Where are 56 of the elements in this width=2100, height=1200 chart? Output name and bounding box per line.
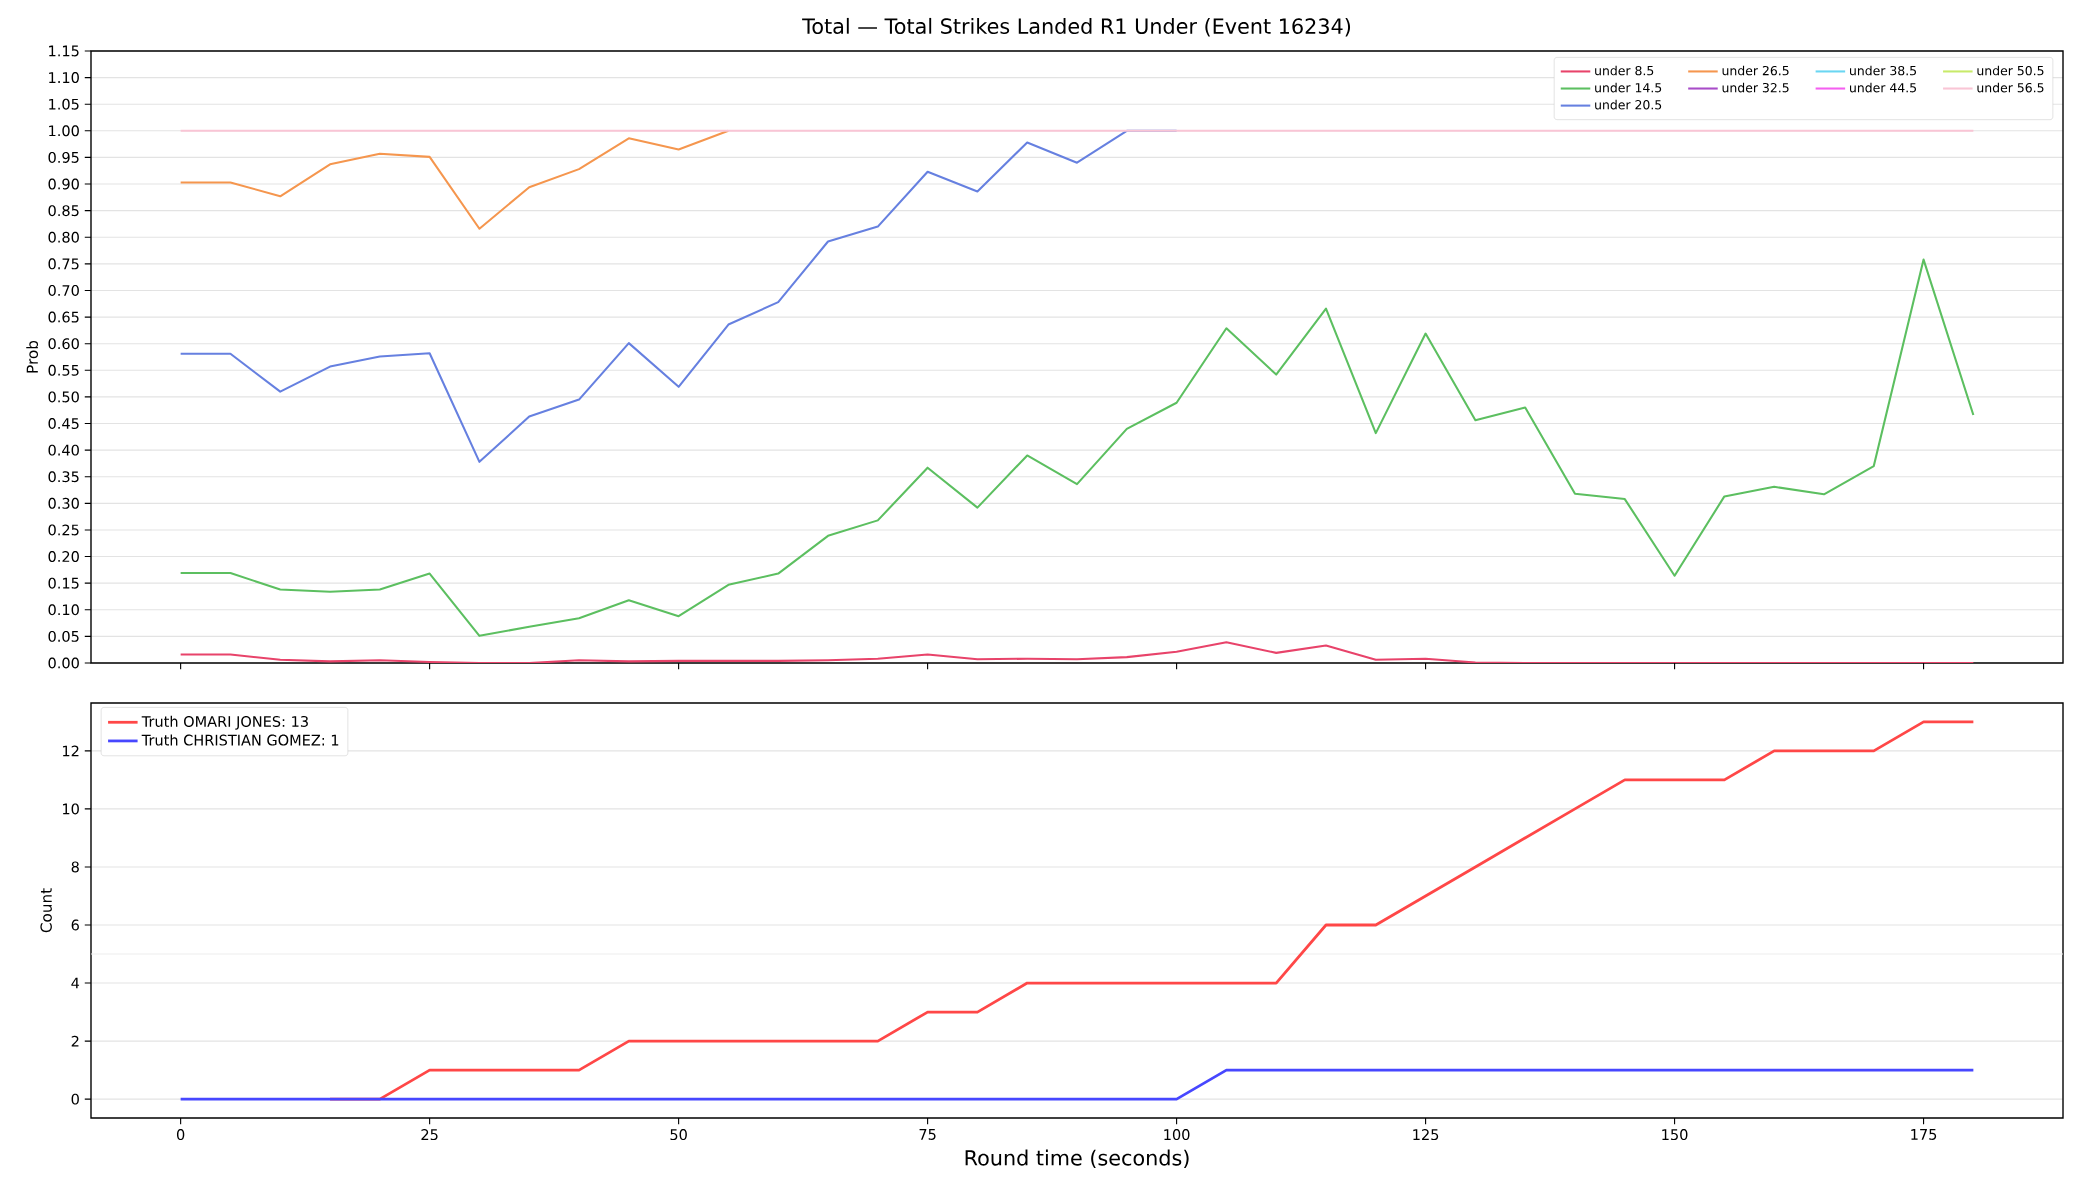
- x-tick-label: 75: [919, 1129, 936, 1140]
- y-tick-label: 10: [62, 803, 79, 815]
- y-tick-label: 12: [62, 745, 79, 757]
- y-tick-label: 0.50: [48, 391, 79, 403]
- y-tick-label: 0.35: [48, 471, 79, 483]
- y-axis-title: Count: [40, 888, 52, 933]
- y-tick-label: 0.60: [48, 338, 79, 350]
- legend-label: under 44.5: [1850, 82, 1917, 93]
- y-tick-label: 0.55: [48, 364, 79, 376]
- y-tick-label: 0.20: [48, 551, 79, 563]
- y-tick-label: 0.80: [48, 231, 79, 243]
- y-tick-label: 0.10: [48, 604, 79, 616]
- y-tick-label: 4: [71, 977, 80, 989]
- legend-label: under 38.5: [1850, 65, 1917, 76]
- y-axis-title: Prob: [26, 340, 39, 373]
- x-tick-label: 0: [176, 1129, 185, 1141]
- y-tick-label: 2: [71, 1035, 79, 1047]
- y-tick-label: 1.05: [49, 98, 79, 110]
- y-tick-label: 0.25: [48, 524, 79, 536]
- y-tick-label: 0.75: [48, 258, 79, 270]
- y-tick-label: 1.00: [49, 125, 79, 137]
- y-tick-label: 0.95: [48, 151, 79, 163]
- x-tick-label: 50: [670, 1129, 687, 1141]
- y-tick-label: 8: [71, 861, 79, 873]
- legend-label: under 26.5: [1722, 65, 1789, 76]
- y-tick-label: 0.05: [48, 630, 79, 642]
- legend-label: Truth OMARI JONES: 13: [141, 715, 308, 730]
- x-tick-label: 150: [1662, 1129, 1688, 1141]
- y-tick-label: 1.15: [49, 45, 79, 57]
- legend-label: under 8.5: [1595, 65, 1654, 76]
- y-tick-label: 0.90: [48, 178, 79, 190]
- x-tick-label: 100: [1164, 1129, 1190, 1141]
- legend-label: Truth CHRISTIAN GOMEZ: 1: [141, 734, 339, 746]
- y-tick-label: 1.10: [49, 72, 79, 84]
- x-tick-label: 175: [1911, 1129, 1937, 1140]
- y-tick-label: 0.15: [48, 577, 79, 589]
- legend-label: under 50.5: [1977, 65, 2044, 76]
- x-tick-label: 25: [421, 1129, 438, 1141]
- x-tick-label: 125: [1413, 1129, 1439, 1141]
- legend-label: under 56.5: [1977, 82, 2044, 93]
- legend-label: under 20.5: [1595, 99, 1662, 110]
- line-series: [179, 129, 730, 230]
- y-tick-label: 0.85: [48, 205, 79, 217]
- line-series: [179, 258, 1975, 637]
- y-tick-label: 0.70: [48, 284, 79, 296]
- y-tick-label: 0: [71, 1093, 79, 1105]
- y-tick-label: 0.00: [48, 657, 79, 669]
- legend-label: under 14.5: [1595, 82, 1662, 93]
- y-tick-label: 6: [71, 919, 79, 931]
- y-tick-label: 0.30: [48, 497, 79, 509]
- y-tick-label: 0.45: [48, 418, 79, 429]
- legend-label: under 32.5: [1722, 82, 1789, 93]
- x-axis-title: Round time (seconds): [965, 1149, 1189, 1169]
- y-tick-label: 0.65: [48, 311, 79, 323]
- chart-title: Total — Total Strikes Landed R1 Under (Event 16234): [802, 17, 1351, 37]
- y-tick-label: 0.40: [48, 444, 79, 456]
